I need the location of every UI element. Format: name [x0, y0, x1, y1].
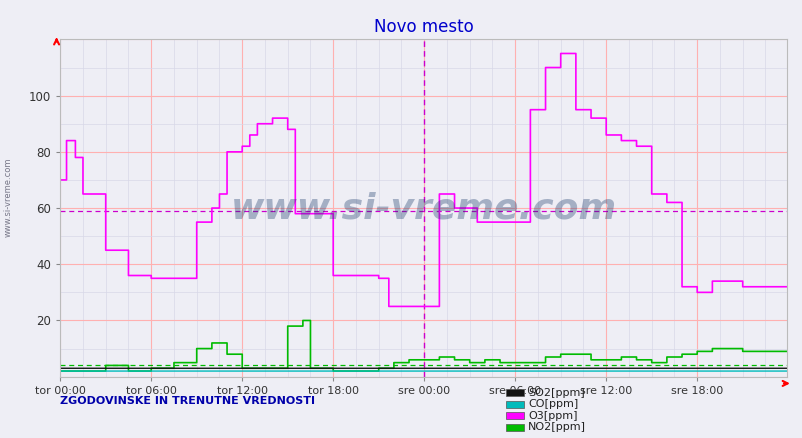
Text: www.si-vreme.com: www.si-vreme.com: [230, 191, 616, 225]
Text: CO[ppm]: CO[ppm]: [528, 399, 578, 409]
Text: NO2[ppm]: NO2[ppm]: [528, 422, 585, 432]
Text: ZGODOVINSKE IN TRENUTNE VREDNOSTI: ZGODOVINSKE IN TRENUTNE VREDNOSTI: [60, 396, 315, 406]
Text: www.si-vreme.com: www.si-vreme.com: [3, 157, 13, 237]
Title: Novo mesto: Novo mesto: [373, 18, 473, 36]
Text: O3[ppm]: O3[ppm]: [528, 411, 577, 420]
Text: SO2[ppm]: SO2[ppm]: [528, 388, 585, 398]
